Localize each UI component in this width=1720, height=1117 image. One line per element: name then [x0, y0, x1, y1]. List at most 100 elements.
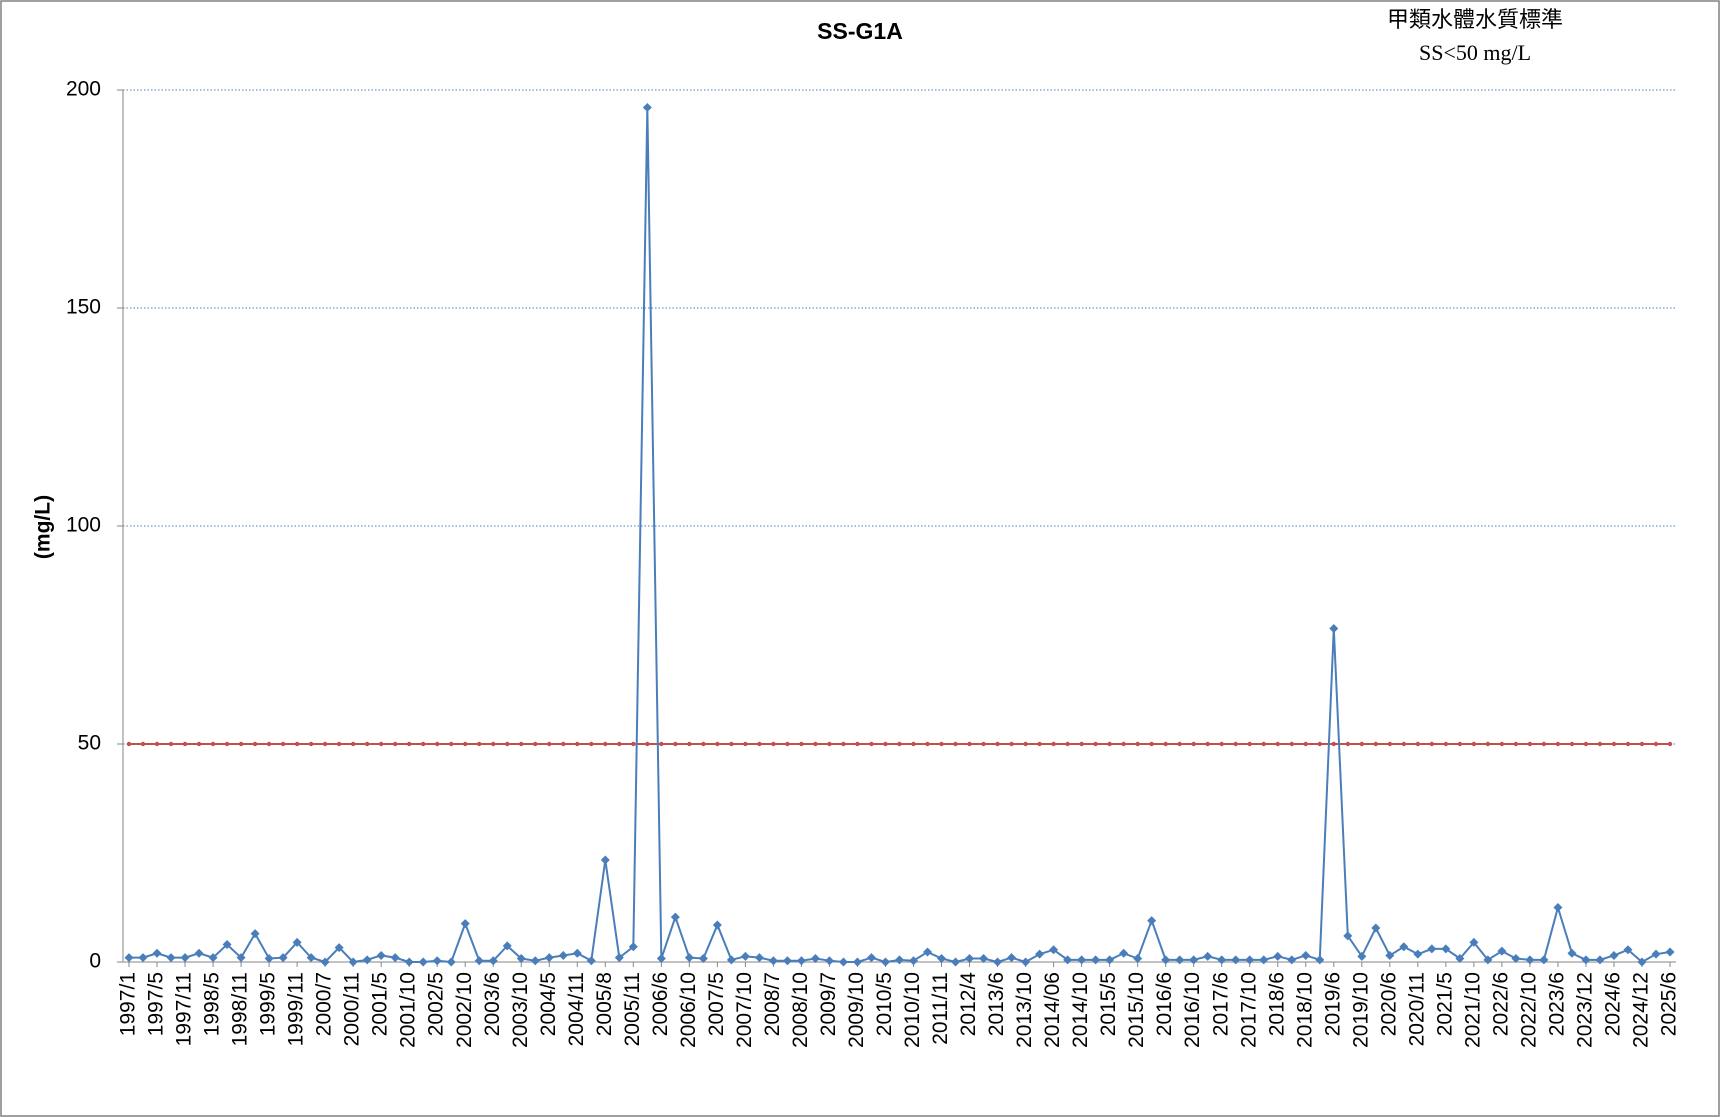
data-point — [1217, 955, 1227, 965]
x-tick-label: 2018/6 — [1265, 972, 1288, 1036]
x-tick-label: 2016/6 — [1153, 972, 1176, 1036]
x-tick-label: 2004/11 — [565, 972, 588, 1046]
data-point — [544, 953, 554, 963]
x-tick-label: 2014/10 — [1069, 972, 1092, 1048]
reference-dot — [1401, 741, 1407, 747]
reference-dot — [1023, 741, 1028, 747]
data-point — [1483, 955, 1493, 965]
x-tick-label: 2000/11 — [341, 972, 364, 1046]
y-tick-label: 100 — [66, 514, 101, 537]
data-point — [1595, 955, 1605, 965]
data-point — [782, 956, 792, 966]
x-tick-label: 2012/4 — [957, 972, 980, 1037]
data-point — [376, 950, 386, 960]
data-point — [558, 950, 568, 960]
reference-dot — [799, 741, 804, 747]
data-point — [1567, 948, 1577, 958]
reference-dot — [1569, 741, 1575, 747]
data-point — [1007, 953, 1017, 963]
data-point — [1525, 955, 1535, 965]
reference-dot — [280, 741, 286, 747]
x-tick-label: 2003/10 — [509, 972, 532, 1048]
data-point — [937, 954, 947, 964]
x-tick-label: 2006/6 — [649, 972, 672, 1036]
x-tick-label: 2007/10 — [733, 972, 756, 1048]
reference-dot — [729, 741, 734, 747]
x-tick-label: 1998/11 — [229, 972, 252, 1046]
y-axis-label: (mg/L) — [32, 495, 55, 559]
data-point — [880, 957, 890, 967]
reference-dot — [1163, 741, 1168, 747]
reference-dot — [168, 741, 174, 747]
data-point — [208, 953, 218, 963]
reference-dot — [1065, 741, 1070, 747]
data-point — [979, 954, 989, 964]
data-point — [698, 954, 708, 964]
reference-dot — [1345, 741, 1350, 747]
data-point — [502, 941, 512, 951]
reference-dot — [210, 741, 216, 747]
x-tick-label: 1999/5 — [257, 972, 280, 1036]
data-point — [138, 953, 148, 963]
reference-dot — [981, 741, 986, 747]
data-point — [152, 948, 162, 958]
x-tick-label: 2007/5 — [705, 972, 728, 1036]
reference-dot — [435, 741, 440, 747]
data-point — [1189, 955, 1199, 965]
reference-dot — [1135, 741, 1140, 747]
x-tick-label: 2014/06 — [1041, 972, 1064, 1048]
reference-dot — [336, 741, 342, 747]
x-tick-label: 2023/12 — [1573, 972, 1596, 1048]
reference-dot — [1233, 741, 1238, 747]
x-tick-label: 1999/11 — [285, 972, 308, 1046]
x-tick-label: 1997/5 — [145, 972, 168, 1036]
data-point — [1441, 944, 1451, 954]
x-tick-label: 2018/10 — [1293, 972, 1316, 1048]
data-point — [1469, 937, 1479, 947]
data-point — [1077, 955, 1087, 965]
x-tick-label: 2024/6 — [1602, 972, 1625, 1036]
x-tick-label: 2020/11 — [1405, 972, 1428, 1046]
data-point — [222, 940, 232, 950]
x-tick-label: 2003/6 — [481, 972, 504, 1036]
reference-dot — [897, 741, 902, 747]
data-point — [1553, 903, 1563, 912]
data-point — [1665, 947, 1675, 957]
reference-dot — [154, 741, 160, 747]
data-point — [446, 957, 456, 967]
reference-dot — [1415, 741, 1421, 747]
annotation: SS<50 mg/L — [1419, 40, 1531, 65]
data-point — [460, 919, 470, 929]
reference-dot — [1541, 741, 1547, 747]
x-tick-label: 2017/10 — [1237, 972, 1260, 1048]
data-point — [1497, 946, 1507, 956]
reference-dot — [1653, 741, 1659, 747]
reference-dot — [785, 741, 790, 747]
reference-dot — [1177, 741, 1182, 747]
data-point — [362, 955, 372, 965]
reference-dot — [911, 741, 916, 747]
data-point — [838, 957, 848, 967]
data-point — [1581, 955, 1591, 965]
data-point — [306, 953, 316, 963]
x-tick-label: 2006/10 — [677, 972, 700, 1048]
x-tick-label: 1997/1 — [117, 972, 140, 1036]
data-point — [1371, 923, 1381, 933]
data-point — [1021, 957, 1031, 967]
x-tick-label: 2011/11 — [929, 972, 952, 1045]
data-point — [572, 948, 582, 958]
reference-dot — [589, 741, 594, 747]
reference-dot — [1317, 741, 1322, 747]
reference-dot — [1429, 741, 1435, 747]
x-tick-label: 2001/5 — [369, 972, 392, 1036]
data-point — [418, 957, 428, 967]
data-point — [824, 956, 834, 966]
data-point — [390, 953, 400, 963]
data-point — [236, 953, 246, 963]
reference-dot — [420, 741, 426, 747]
reference-dot — [406, 741, 412, 747]
data-point — [656, 954, 666, 964]
x-tick-label: 2008/7 — [761, 972, 784, 1036]
x-tick-label: 2016/10 — [1181, 972, 1204, 1048]
